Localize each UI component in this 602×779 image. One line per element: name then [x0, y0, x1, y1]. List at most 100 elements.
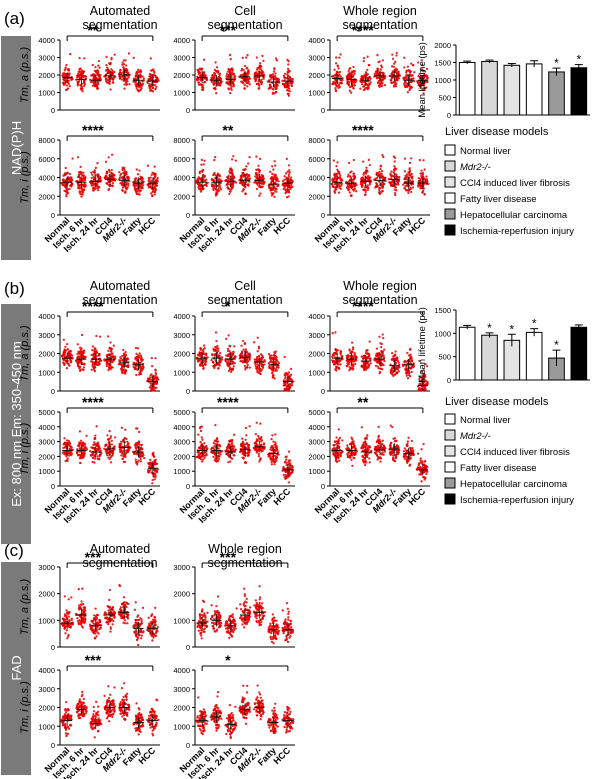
- data-point: [369, 357, 372, 360]
- data-point: [97, 64, 100, 67]
- data-point: [113, 355, 117, 358]
- scatter-column: [267, 160, 280, 199]
- data-point: [225, 178, 228, 182]
- data-point: [65, 342, 69, 346]
- data-point: [232, 360, 235, 363]
- data-point: [64, 80, 67, 84]
- y-tick-label: 4000: [173, 174, 190, 183]
- data-point: [92, 368, 96, 371]
- data-point: [248, 358, 251, 361]
- scatter-column: [88, 59, 102, 90]
- data-point: [218, 74, 221, 77]
- y-tick-label: 0: [321, 211, 325, 220]
- data-point: [96, 161, 99, 165]
- y-axis-label: Mean lifetime (ps): [417, 42, 428, 118]
- data-point: [346, 356, 349, 359]
- scatter-column: [117, 52, 131, 90]
- data-point: [105, 181, 108, 185]
- data-point: [262, 77, 265, 80]
- data-point: [289, 176, 293, 179]
- scatter-column: [252, 336, 267, 376]
- data-point: [105, 68, 108, 72]
- data-point: [271, 73, 275, 76]
- y-tick-label: 1000: [38, 89, 55, 98]
- data-point: [248, 83, 251, 86]
- chart-title-line: segmentation: [207, 293, 282, 307]
- y-tick-label: 2000: [38, 350, 55, 359]
- data-point: [405, 85, 409, 88]
- data-point: [125, 360, 128, 363]
- data-point: [96, 188, 100, 192]
- data-point: [260, 82, 263, 86]
- data-point: [284, 376, 287, 380]
- data-point: [287, 175, 290, 178]
- y-tick-label: 8000: [173, 136, 190, 145]
- data-point: [64, 66, 67, 69]
- data-point: [274, 164, 277, 167]
- data-point: [127, 76, 130, 79]
- data-point: [391, 57, 395, 60]
- data-point: [135, 373, 138, 377]
- data-point: [153, 193, 156, 196]
- scatter-column: [210, 331, 224, 370]
- data-point: [366, 184, 370, 187]
- data-point: [381, 81, 384, 85]
- data-point: [403, 170, 407, 173]
- data-point: [225, 75, 228, 78]
- y-tick-label: 6000: [173, 155, 190, 164]
- data-point: [230, 77, 233, 80]
- data-point: [225, 337, 228, 340]
- data-point: [109, 341, 112, 344]
- data-point: [234, 159, 238, 162]
- data-point: [83, 178, 87, 182]
- data-point: [63, 437, 66, 440]
- data-point: [70, 179, 73, 182]
- data-point: [288, 171, 291, 174]
- data-point: [271, 356, 274, 360]
- y-tick-label: 1000: [434, 76, 451, 85]
- scatter-column: [224, 334, 237, 374]
- scatter-column: [117, 348, 130, 375]
- scatter-column: [389, 350, 401, 378]
- scatter-column: [373, 154, 387, 196]
- data-point: [270, 194, 274, 197]
- data-point: [366, 72, 369, 76]
- data-point: [259, 180, 262, 183]
- data-point: [124, 64, 128, 67]
- data-point: [246, 66, 249, 69]
- data-point: [62, 338, 65, 341]
- data-point: [350, 341, 354, 344]
- data-point: [392, 65, 395, 68]
- data-point: [271, 165, 274, 168]
- data-point: [262, 177, 266, 180]
- data-point: [231, 182, 235, 185]
- data-point: [94, 366, 97, 369]
- data-point: [219, 81, 223, 84]
- data-point: [393, 165, 396, 168]
- data-point: [410, 190, 413, 194]
- data-point: [394, 85, 398, 88]
- bar: [548, 71, 565, 116]
- data-point: [109, 61, 112, 65]
- data-point: [335, 73, 338, 76]
- scatter-column: [132, 56, 146, 93]
- significance-star: *: [532, 317, 537, 331]
- data-point: [333, 68, 336, 71]
- data-point: [122, 369, 125, 372]
- data-point: [150, 69, 153, 72]
- data-point: [150, 85, 153, 88]
- scatter-column: [253, 155, 266, 197]
- data-point: [388, 181, 391, 184]
- scatter-column: [359, 158, 373, 197]
- data-point: [135, 74, 138, 78]
- data-point: [110, 58, 113, 61]
- data-point: [243, 168, 246, 172]
- data-point: [347, 362, 351, 365]
- data-point: [136, 347, 140, 350]
- data-point: [138, 190, 141, 193]
- data-point: [348, 80, 351, 84]
- data-point: [92, 82, 95, 85]
- data-point: [285, 157, 288, 161]
- data-point: [135, 192, 139, 196]
- data-point: [258, 171, 261, 174]
